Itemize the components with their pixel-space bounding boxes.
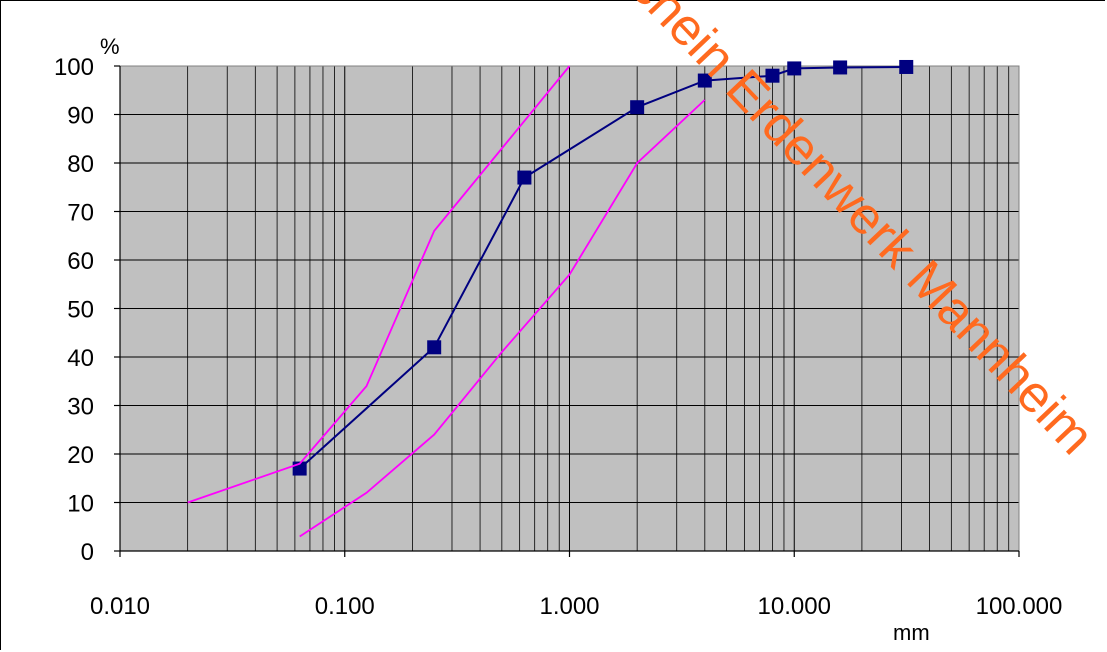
upper-bound-line — [187, 65, 571, 504]
y-tick-labels: 0 10 20 30 40 50 60 70 80 90 100 — [54, 54, 94, 566]
measured-marker — [899, 59, 914, 74]
y-tick-label: 60 — [67, 248, 94, 275]
y-tick-label: 50 — [67, 297, 94, 324]
measured-marker — [630, 100, 645, 115]
measured-marker — [517, 170, 532, 185]
y-tick-label: 40 — [67, 345, 94, 372]
x-tick-label: 0.010 — [90, 593, 150, 620]
y-tick-label: 100 — [54, 54, 94, 81]
y-tick-label: 20 — [67, 442, 94, 469]
measured-marker — [765, 68, 780, 83]
y-tick-label: 0 — [81, 539, 94, 566]
x-tick-label: 1.000 — [539, 593, 599, 620]
data-series — [187, 59, 914, 538]
measured-marker — [787, 61, 802, 76]
y-tick-label: 80 — [67, 151, 94, 178]
y-tick-label: 10 — [67, 491, 94, 518]
measured-marker — [833, 60, 848, 75]
x-tick-labels: 0.010 0.100 1.000 10.000 100.000 — [90, 593, 1062, 620]
y-axis-unit-label: % — [100, 34, 120, 59]
measured-marker — [697, 73, 712, 88]
y-tick-label: 90 — [67, 103, 94, 130]
x-tick-label: 0.100 — [315, 593, 375, 620]
y-tick-label: 70 — [67, 200, 94, 227]
x-tick-label: 10.000 — [758, 593, 831, 620]
lower-bound-line — [299, 99, 706, 538]
x-axis-unit-label: mm — [893, 620, 930, 645]
measured-marker — [427, 340, 442, 355]
y-tick-label: 30 — [67, 394, 94, 421]
x-tick-label: 100.000 — [976, 593, 1063, 620]
axes — [114, 65, 1020, 557]
